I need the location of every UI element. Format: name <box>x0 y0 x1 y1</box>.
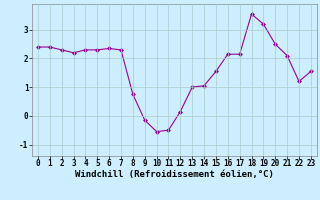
X-axis label: Windchill (Refroidissement éolien,°C): Windchill (Refroidissement éolien,°C) <box>75 170 274 179</box>
